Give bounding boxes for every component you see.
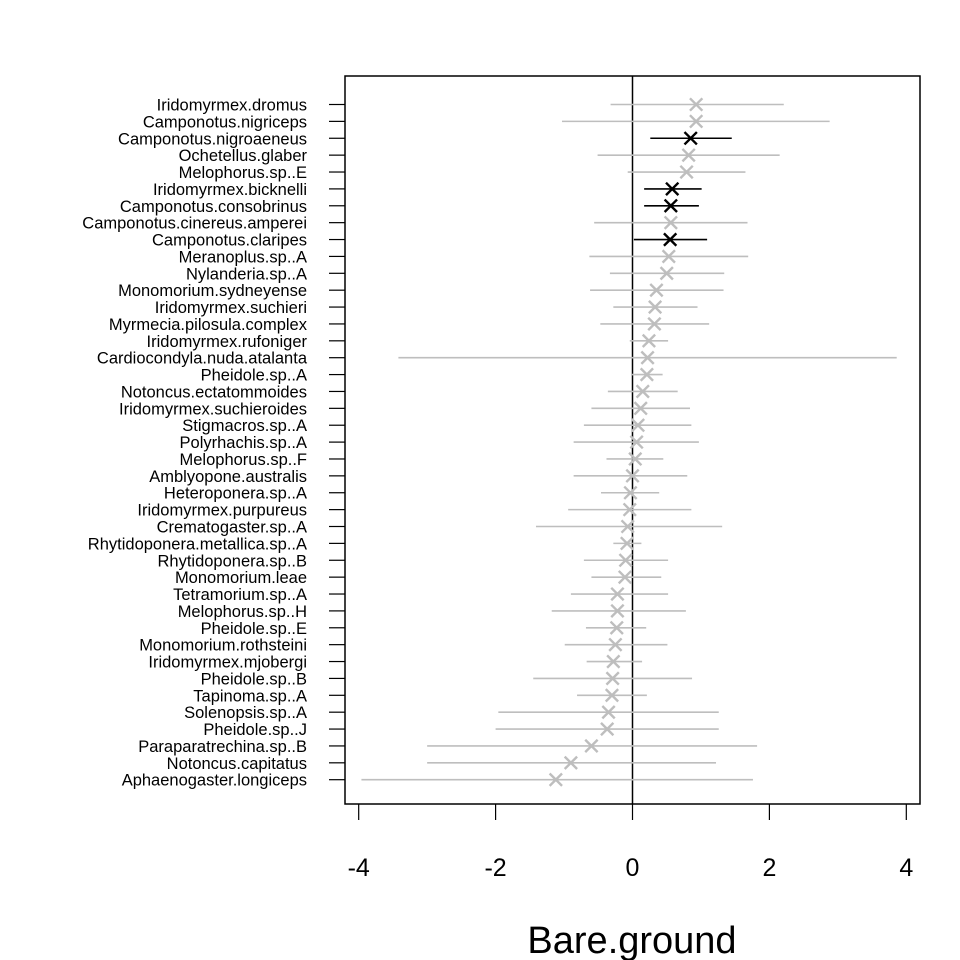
species-label: Pheidole.sp..J <box>203 721 307 739</box>
x-tick-label: -2 <box>484 854 506 882</box>
species-label: Pheidole.sp..E <box>201 620 307 638</box>
estimate-marker <box>659 266 674 281</box>
species-label: Iridomyrmex.rufoniger <box>147 333 308 351</box>
species-label: Melophorus.sp..F <box>180 451 307 469</box>
estimate-marker <box>622 502 637 517</box>
species-label: Polyrhachis.sp..A <box>180 434 307 452</box>
species-label: Monomorium.sydneyense <box>118 282 307 300</box>
estimate-marker <box>681 148 696 163</box>
estimate-marker <box>663 198 678 213</box>
estimate-marker <box>663 232 678 247</box>
species-label: Camponotus.consobrinus <box>120 198 307 216</box>
estimate-marker <box>679 164 694 180</box>
species-label: Camponotus.cinereus.amperei <box>82 215 307 233</box>
species-label: Camponotus.claripes <box>152 232 307 250</box>
estimate-marker <box>620 519 635 534</box>
species-label: Tapinoma.sp..A <box>193 687 307 705</box>
estimate-marker <box>601 705 616 720</box>
species-label: Melophorus.sp..E <box>179 164 307 182</box>
estimate-marker <box>629 435 644 450</box>
x-tick-label: 2 <box>762 854 776 882</box>
species-label: Iridomyrmex.purpureus <box>137 502 307 520</box>
species-label: Heteroponera.sp..A <box>164 485 307 503</box>
x-axis-title: Bare.ground <box>527 920 736 960</box>
species-label: Monomorium.rothsteini <box>139 637 307 655</box>
estimate-marker <box>625 468 640 483</box>
estimate-marker <box>665 181 680 196</box>
estimate-marker <box>683 131 698 146</box>
x-tick-label: 0 <box>626 854 640 882</box>
estimate-marker <box>661 249 676 264</box>
species-label: Cardiocondyla.nuda.atalanta <box>97 350 308 368</box>
species-label: Paraparatrechina.sp..B <box>138 738 307 756</box>
estimate-marker <box>584 738 599 753</box>
estimate-marker <box>641 333 656 348</box>
estimate-marker <box>640 350 655 365</box>
estimate-marker <box>618 553 633 568</box>
species-label: Stigmacros.sp..A <box>182 417 307 435</box>
species-label: Iridomyrmex.suchieroides <box>119 400 307 418</box>
estimate-marker <box>630 418 646 433</box>
species-label: Pheidole.sp..A <box>201 367 307 385</box>
estimate-marker <box>663 215 678 230</box>
estimate-marker <box>628 451 643 467</box>
estimate-marker <box>633 401 648 416</box>
estimate-marker-layer <box>548 97 704 787</box>
estimate-marker <box>610 603 625 618</box>
estimate-marker <box>605 671 620 686</box>
estimate-marker <box>609 620 624 635</box>
species-label: Iridomyrmex.bicknelli <box>153 181 307 199</box>
species-label: Camponotus.nigriceps <box>143 113 307 131</box>
estimate-marker <box>600 722 615 737</box>
y-axis: Iridomyrmex.dromusCamponotus.nigricepsCa… <box>82 97 345 790</box>
estimate-marker <box>689 114 704 129</box>
species-label: Meranoplus.sp..A <box>179 248 307 266</box>
estimate-marker <box>648 300 663 315</box>
estimate-marker <box>617 570 633 585</box>
estimate-marker <box>548 772 563 787</box>
estimate-marker <box>606 654 621 669</box>
x-tick-label: -4 <box>348 854 370 882</box>
species-label: Camponotus.nigroaeneus <box>118 130 307 148</box>
species-label: Iridomyrmex.dromus <box>157 97 307 115</box>
species-label: Crematogaster.sp..A <box>157 519 307 537</box>
species-label: Tetramorium.sp..A <box>173 586 307 604</box>
species-label: Iridomyrmex.mjobergi <box>148 654 307 672</box>
estimate-marker <box>639 367 654 382</box>
species-label: Myrmecia.pilosula.complex <box>109 316 308 334</box>
species-label: Rhytidoponera.metallica.sp..A <box>88 535 307 553</box>
species-label: Pheidole.sp..B <box>201 670 307 688</box>
species-label: Iridomyrmex.suchieri <box>155 299 307 317</box>
estimate-marker <box>604 688 620 703</box>
species-label: Ochetellus.glaber <box>179 147 308 165</box>
species-label: Notoncus.ectatommoides <box>121 383 307 401</box>
estimate-marker <box>623 485 638 500</box>
estimate-marker <box>647 316 662 331</box>
estimate-marker <box>563 755 578 770</box>
species-label: Aphaenogaster.longiceps <box>122 772 307 790</box>
species-label: Nylanderia.sp..A <box>186 265 307 283</box>
estimate-marker <box>649 283 664 298</box>
species-label: Amblyopone.australis <box>149 468 307 486</box>
species-label: Melophorus.sp..H <box>178 603 307 621</box>
estimate-marker <box>608 637 623 652</box>
estimate-marker <box>689 97 704 112</box>
estimate-marker <box>619 536 635 551</box>
species-label: Monomorium.leae <box>175 569 307 587</box>
species-label: Rhytidoponera.sp..B <box>157 552 307 570</box>
estimate-marker <box>610 586 625 602</box>
species-label: Notoncus.capitatus <box>167 755 307 773</box>
species-label: Solenopsis.sp..A <box>184 704 307 722</box>
x-tick-label: 4 <box>899 854 913 882</box>
estimate-marker <box>635 384 650 399</box>
x-axis: -4 -2 0 2 4 <box>348 804 913 882</box>
